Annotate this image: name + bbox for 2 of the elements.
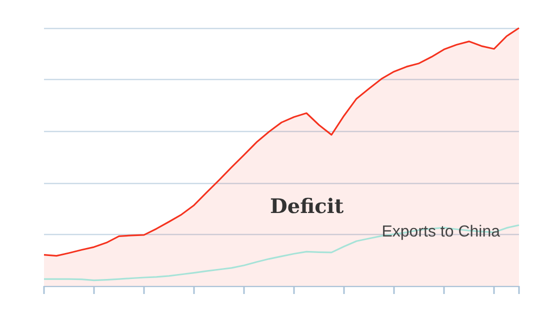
annotation: Deficit <box>270 194 344 218</box>
series-label: Exports to China <box>382 224 500 240</box>
